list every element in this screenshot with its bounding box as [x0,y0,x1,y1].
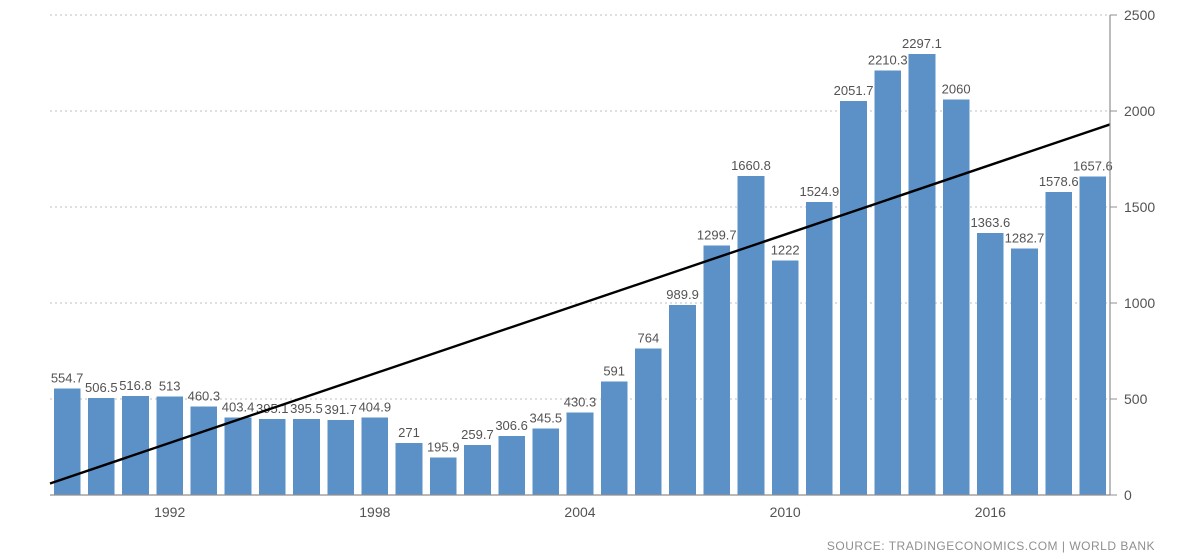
bar-value-label: 516.8 [119,378,152,393]
bar-value-label: 2060 [942,81,971,96]
x-tick-label: 2004 [564,504,595,520]
bar-value-label: 1282.7 [1005,231,1045,246]
bar [840,101,867,495]
x-tick-label: 1992 [154,504,185,520]
y-tick-label: 2000 [1124,103,1155,119]
bar-value-label: 554.7 [51,370,84,385]
bar-value-label: 345.5 [530,411,563,426]
y-tick-label: 2500 [1124,7,1155,23]
bar [669,305,696,495]
bar [88,398,115,495]
bar [1080,177,1107,495]
y-ticks: 0 500 1000 1500 2000 2500 [1110,7,1155,503]
bar-value-label: 513 [159,379,181,394]
bar [532,429,559,495]
bar-value-label: 2051.7 [834,83,874,98]
bar [943,99,970,495]
bar-value-label: 403.4 [222,400,255,415]
bar [464,445,491,495]
bar-value-label: 764 [638,330,660,345]
x-tick-label: 2016 [975,504,1006,520]
bar-value-label: 2210.3 [868,53,908,68]
bar [225,418,252,495]
bar-value-label: 306.6 [495,418,528,433]
bar-value-label: 2297.1 [902,36,942,51]
bar-value-label: 1299.7 [697,227,737,242]
bar-value-label: 195.9 [427,439,460,454]
bar [191,407,218,495]
bar-value-label: 404.9 [359,399,392,414]
bar [54,388,81,495]
bar [874,71,901,495]
bar-value-label: 1660.8 [731,158,771,173]
bar-value-label: 591 [603,364,625,379]
bar-value-label: 391.7 [324,402,357,417]
source-attribution: Source: tradingeconomics.com | World Ban… [827,539,1155,553]
bar [396,443,423,495]
bar-value-label: 271 [398,425,420,440]
x-tick-label: 1998 [359,504,390,520]
bar-value-label: 259.7 [461,427,494,442]
bar [738,176,765,495]
bar [567,412,594,495]
y-tick-label: 500 [1124,391,1148,407]
bar-value-label: 460.3 [188,389,221,404]
bar [772,260,799,495]
bar [362,417,389,495]
bar-value-label: 1657.6 [1073,159,1113,174]
bar-value-label: 430.3 [564,394,597,409]
bar [327,420,354,495]
bar [293,419,320,495]
bar [601,382,628,495]
chart-svg: 554.7506.5516.8513460.3403.4395.1395.539… [0,0,1200,559]
bar [259,419,286,495]
bar-value-label: 1524.9 [799,184,839,199]
bar [806,202,833,495]
y-tick-label: 1000 [1124,295,1155,311]
bar-value-label: 506.5 [85,380,118,395]
bar [635,348,662,495]
bar [909,54,936,495]
x-ticks: 1992 1998 2004 2010 2016 [154,504,1006,520]
bar [703,245,730,495]
x-tick-label: 2010 [770,504,801,520]
bar [430,457,457,495]
bar-value-label: 1578.6 [1039,174,1079,189]
bar [122,396,149,495]
bar [1045,192,1072,495]
bar-value-label: 395.5 [290,401,323,416]
y-tick-label: 0 [1124,487,1132,503]
bar-value-label: 1363.6 [970,215,1010,230]
bar [498,436,525,495]
chart-container: { "chart": { "type": "bar", "width": 120… [0,0,1200,559]
bar-value-label: 1222 [771,242,800,257]
y-tick-label: 1500 [1124,199,1155,215]
bar [1011,249,1038,495]
bar-value-label: 989.9 [666,287,699,302]
bar [977,233,1004,495]
